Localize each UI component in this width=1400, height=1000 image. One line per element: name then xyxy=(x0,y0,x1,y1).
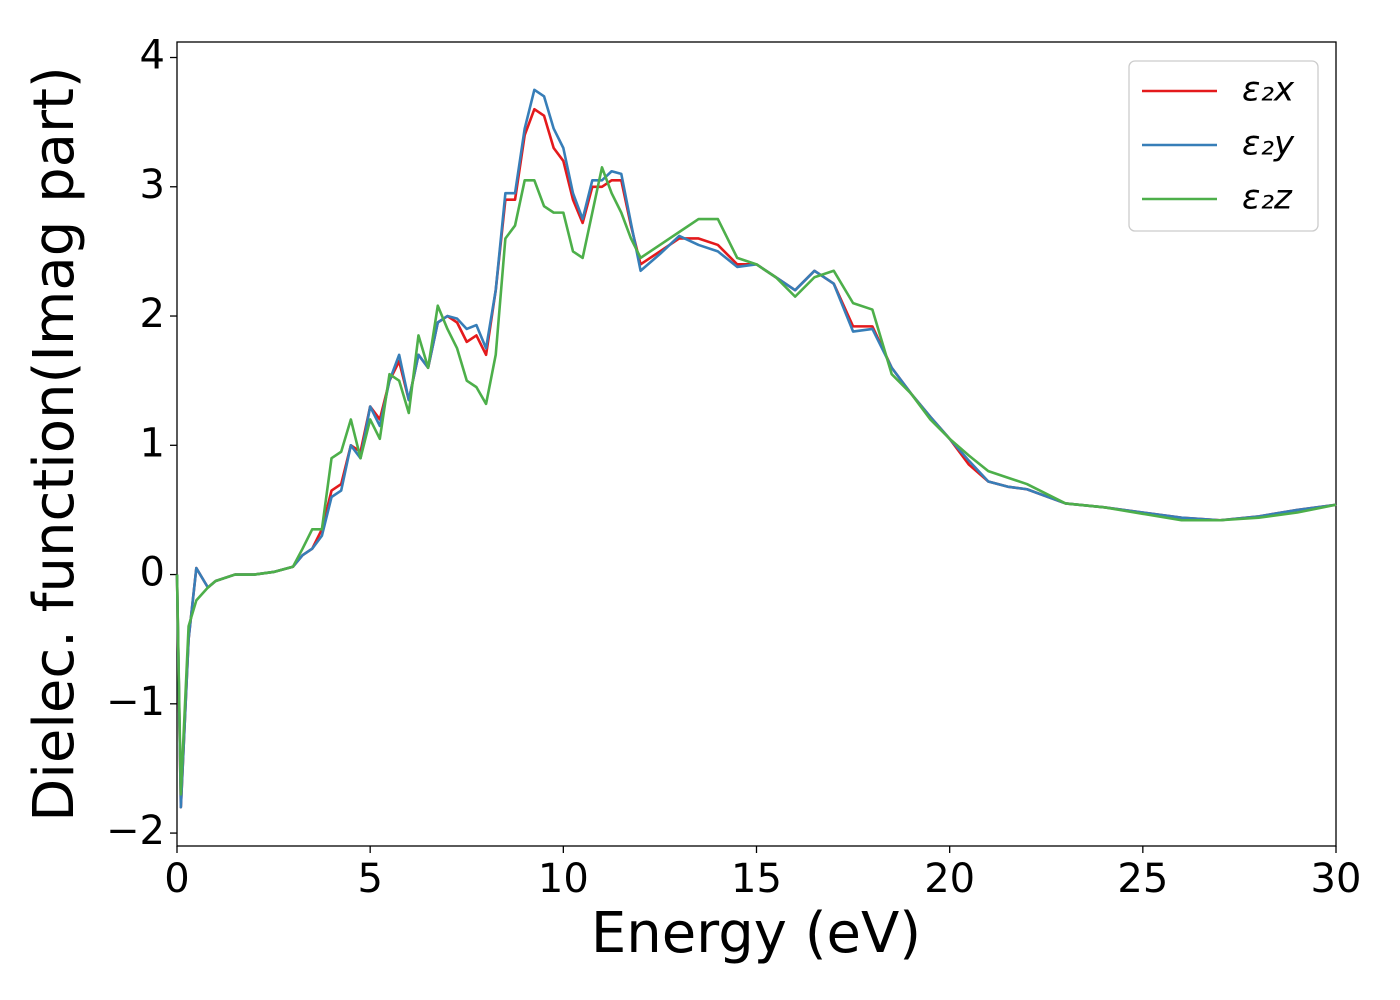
y-tick-label: −2 xyxy=(106,808,165,854)
x-tick-label: 5 xyxy=(357,856,382,902)
y-tick-label: 3 xyxy=(140,162,165,208)
data-line xyxy=(175,166,1337,796)
x-tick-label: 20 xyxy=(924,856,975,902)
legend-label: ε₂z xyxy=(1242,178,1293,218)
y-tick-label: 2 xyxy=(140,291,165,337)
x-axis-label: Energy (eV) xyxy=(591,901,921,966)
x-tick-label: 25 xyxy=(1117,856,1168,902)
legend-label: ε₂x xyxy=(1242,70,1295,110)
x-tick-label: 30 xyxy=(1311,856,1362,902)
legend-label: ε₂y xyxy=(1242,124,1295,164)
y-tick-label: 4 xyxy=(140,33,165,79)
y-tick-label: 0 xyxy=(140,550,165,596)
y-axis-label: Dielec. function(Imag part) xyxy=(22,66,87,822)
x-tick-label: 0 xyxy=(164,856,189,902)
x-tick-label: 15 xyxy=(731,856,782,902)
y-tick-label: −1 xyxy=(106,679,165,725)
x-tick-label: 10 xyxy=(538,856,589,902)
y-tick-label: 1 xyxy=(140,420,165,466)
legend-box xyxy=(1128,60,1319,232)
